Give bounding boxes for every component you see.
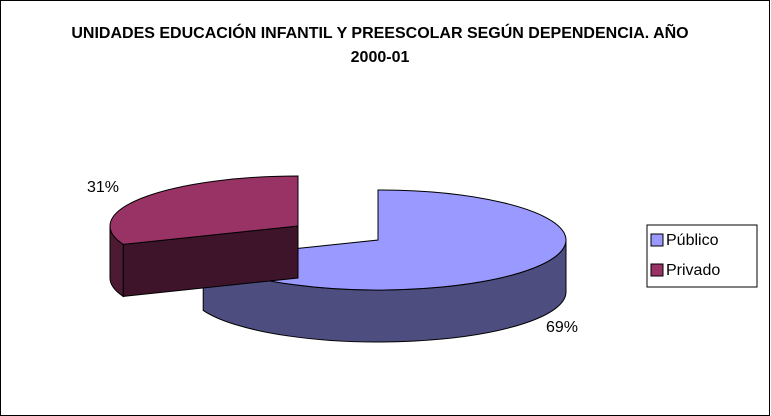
legend-label: Privado (666, 262, 720, 279)
slice-top (109, 175, 299, 245)
legend-swatch (650, 263, 664, 277)
legend-box (646, 224, 758, 288)
pie-slice (109, 175, 299, 298)
data-label: 31% (87, 179, 119, 196)
legend-swatch (650, 233, 664, 247)
data-label: 69% (546, 319, 578, 336)
legend-label: Público (666, 232, 719, 249)
chart-title: UNIDADES EDUCACIÓN INFANTIL Y PREESCOLAR… (71, 25, 689, 66)
